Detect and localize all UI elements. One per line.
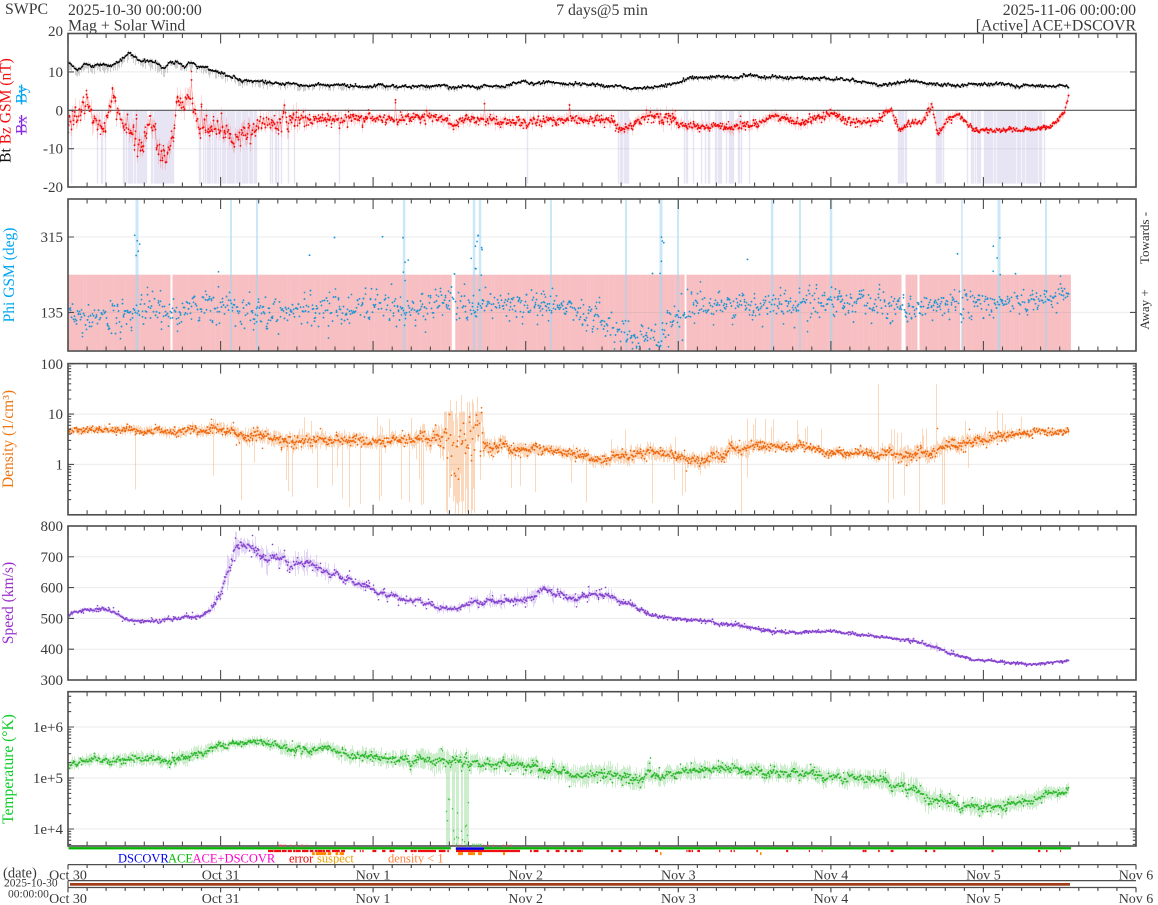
svg-text:7 days@5 min: 7 days@5 min [556, 2, 648, 19]
svg-text:Phi GSM (deg): Phi GSM (deg) [1, 228, 18, 323]
svg-text:135: 135 [41, 305, 64, 321]
svg-text:Nov 3: Nov 3 [661, 868, 696, 883]
svg-text:2025-10-30 00:00:00: 2025-10-30 00:00:00 [68, 2, 202, 19]
svg-text:ACE: ACE [168, 851, 193, 865]
svg-text:Density (1/cm³): Density (1/cm³) [0, 390, 17, 488]
svg-text:700: 700 [41, 550, 64, 566]
svg-text:ACE+DSCOVR: ACE+DSCOVR [193, 851, 276, 865]
svg-text:Nov 5: Nov 5 [966, 892, 1001, 905]
svg-text:Nov 2: Nov 2 [508, 868, 543, 883]
svg-text:Speed (km/s): Speed (km/s) [0, 562, 17, 644]
svg-text:10: 10 [48, 407, 63, 423]
svg-text:00:00:00: 00:00:00 [8, 889, 49, 901]
svg-text:Towards -: Towards - [1137, 212, 1152, 264]
svg-text:500: 500 [41, 611, 64, 627]
svg-text:Nov 3: Nov 3 [661, 892, 696, 905]
svg-text:300: 300 [41, 673, 64, 689]
svg-text:315: 315 [41, 230, 64, 246]
svg-text:[Active] ACE+DSCOVR: [Active] ACE+DSCOVR [976, 18, 1137, 35]
svg-text:Nov 5: Nov 5 [966, 868, 1001, 883]
svg-text:Oct 31: Oct 31 [202, 868, 240, 883]
svg-text:-20: -20 [43, 180, 63, 196]
svg-text:400: 400 [41, 642, 64, 658]
svg-text:suspect: suspect [317, 851, 354, 865]
svg-text:Nov 6: Nov 6 [1119, 868, 1154, 883]
svg-text:20: 20 [48, 24, 63, 40]
svg-text:Oct 30: Oct 30 [49, 892, 87, 905]
svg-text:Nov 2: Nov 2 [508, 892, 543, 905]
svg-text:Nov 6: Nov 6 [1119, 892, 1154, 905]
svg-text:Nov 1: Nov 1 [356, 892, 391, 905]
svg-text:Nov 4: Nov 4 [814, 892, 849, 905]
svg-text:(date): (date) [3, 865, 37, 881]
svg-text:2025-11-06 00:00:00: 2025-11-06 00:00:00 [1003, 2, 1136, 19]
svg-text:-10: -10 [43, 142, 63, 158]
svg-text:Nov 1: Nov 1 [356, 868, 391, 883]
svg-text:1e+4: 1e+4 [33, 822, 64, 838]
svg-text:Mag + Solar Wind: Mag + Solar Wind [68, 18, 185, 35]
svg-text:Bt Bz GSM (nT): Bt Bz GSM (nT) [0, 58, 15, 163]
svg-text:0: 0 [56, 103, 64, 119]
svg-text:density < 1: density < 1 [388, 851, 444, 865]
svg-text:1e+5: 1e+5 [33, 771, 63, 787]
svg-text:800: 800 [41, 519, 64, 535]
svg-text:DSCOVR: DSCOVR [118, 851, 169, 865]
svg-text:Nov 4: Nov 4 [814, 868, 849, 883]
svg-text:Away +: Away + [1137, 289, 1152, 329]
svg-text:2025-10-30: 2025-10-30 [4, 878, 58, 890]
svg-text:600: 600 [41, 581, 64, 597]
svg-text:1: 1 [56, 457, 64, 473]
svg-text:100: 100 [41, 357, 64, 373]
svg-text:10: 10 [48, 65, 63, 81]
svg-text:error: error [289, 851, 314, 865]
svg-text:Oct 31: Oct 31 [202, 892, 240, 905]
svg-text:Oct 30: Oct 30 [49, 868, 87, 883]
svg-text:1e+6: 1e+6 [33, 720, 64, 736]
svg-text:SWPC: SWPC [5, 1, 48, 18]
svg-text:Temperature (°K): Temperature (°K) [0, 714, 17, 824]
